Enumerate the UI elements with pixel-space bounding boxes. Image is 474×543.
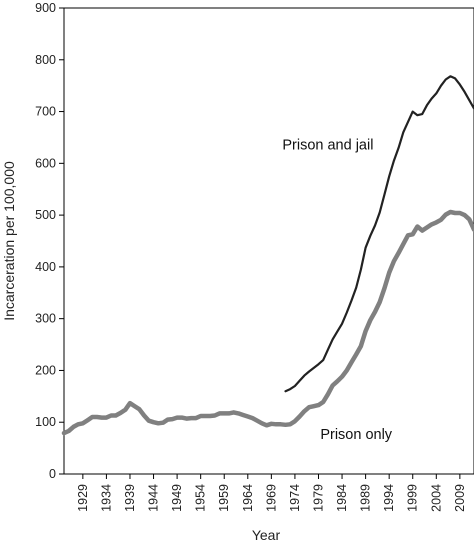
y-tick-label: 800 [35,53,56,67]
y-axis-title: Incarceration per 100,000 [1,161,17,321]
y-tick-label: 600 [35,156,56,170]
x-tick-label: 1954 [194,484,208,512]
series-line-prison-and-jail [284,75,474,393]
x-tick-label: 1994 [382,484,396,512]
y-tick-label: 500 [35,208,56,222]
x-tick-label: 2009 [453,484,467,512]
x-tick-label: 1979 [311,484,325,512]
plot-frame [63,7,474,475]
x-tick-label: 1949 [170,484,184,512]
series-layer [61,75,474,436]
y-tick-label: 900 [35,1,56,15]
x-tick-label: 1974 [288,484,302,512]
y-tick-label: 700 [35,105,56,119]
x-tick-label: 1999 [406,484,420,512]
x-tick-label: 1984 [335,484,349,512]
y-tick-label: 300 [35,312,56,326]
x-tick-label: 1944 [147,484,161,512]
x-axis-ticks: 1929 1934 1939 1944 1949 1954 1959 1964 1969 1974… [76,474,467,512]
x-tick-label: 1969 [264,484,278,512]
x-tick-label: 1934 [99,484,113,512]
x-tick-label: 1939 [123,484,137,512]
x-axis-title: Year [252,527,281,543]
y-axis-ticks: 0 100 200 300 400 500 600 700 800 900 [35,1,64,481]
series-annotation: Prison only [320,427,392,443]
y-tick-label: 200 [35,363,56,377]
x-tick-label: 1959 [217,484,231,512]
series-annotation: Prison and jail [282,137,373,153]
y-tick-label: 100 [35,415,56,429]
series-line-prison-only [61,209,474,436]
x-tick-label: 1989 [359,484,373,512]
annotation-layer: Prison and jail Prison only [282,137,392,442]
x-tick-label: 2004 [429,484,443,512]
y-tick-label: 0 [49,467,56,481]
y-tick-label: 400 [35,260,56,274]
x-tick-label: 1964 [241,484,255,512]
x-tick-label: 1929 [76,484,90,512]
